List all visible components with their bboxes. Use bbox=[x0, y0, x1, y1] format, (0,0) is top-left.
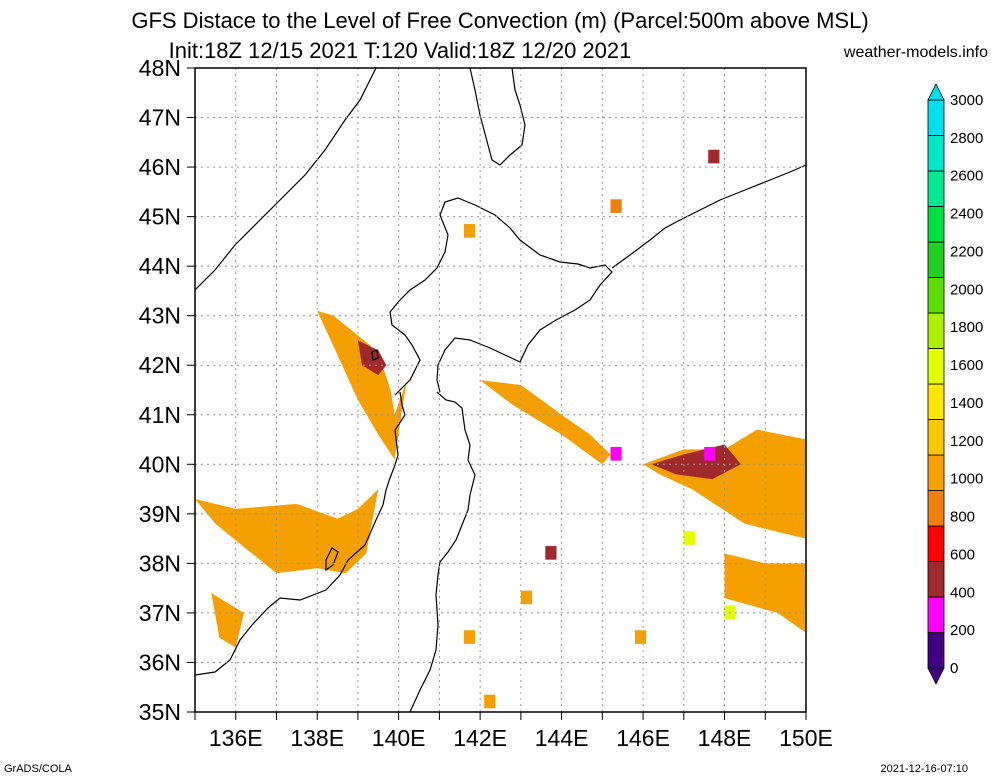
lat-label: 45N bbox=[139, 204, 181, 230]
lat-label: 48N bbox=[139, 55, 181, 81]
coast-hokkaido bbox=[389, 197, 613, 396]
field-patch-tohoku-west bbox=[195, 489, 379, 574]
latitude-labels: 48N 47N 46N 45N 44N 43N 42N 41N 40N 39N 38N 37N 36N 3… bbox=[139, 55, 195, 725]
field-patch-east-south bbox=[724, 553, 806, 633]
coast-japan-pacific bbox=[409, 391, 476, 712]
lat-label: 36N bbox=[139, 649, 181, 675]
coast-asia-mainland bbox=[195, 68, 377, 291]
footer-timestamp: 2021-12-16-07:10 bbox=[880, 763, 968, 775]
lat-label: 38N bbox=[139, 550, 181, 576]
colorbar-label: 600 bbox=[950, 546, 975, 563]
colorbar-segment bbox=[927, 383, 945, 420]
field-cell-37-147 bbox=[724, 605, 736, 620]
colorbar-segment bbox=[927, 348, 945, 385]
coast-kurils bbox=[611, 164, 806, 269]
footer-credit: GrADS/COLA bbox=[4, 763, 72, 775]
lat-label: 44N bbox=[139, 253, 181, 279]
colorbar-label: 1600 bbox=[950, 357, 983, 374]
coastline-layer bbox=[195, 68, 806, 712]
colorbar-label: 800 bbox=[950, 509, 975, 526]
colorbar-segment bbox=[927, 419, 945, 456]
colorbar-segment bbox=[927, 99, 945, 136]
colorbar-label: 200 bbox=[950, 622, 975, 639]
field-cell-36-146 bbox=[634, 630, 647, 644]
lat-label: 39N bbox=[139, 501, 181, 527]
lat-label: 43N bbox=[139, 303, 181, 329]
lon-label: 136E bbox=[209, 725, 263, 751]
field-cell-35-142 bbox=[484, 694, 496, 709]
lon-label: 140E bbox=[372, 725, 426, 751]
lat-label: 37N bbox=[139, 600, 181, 626]
colorbar-label: 1800 bbox=[950, 319, 983, 336]
lat-label: 42N bbox=[139, 352, 181, 378]
field-cell-46-147 bbox=[708, 149, 720, 164]
colorbar-segment bbox=[927, 525, 945, 562]
lon-label: 144E bbox=[535, 725, 589, 751]
colorbar-label: 0 bbox=[950, 660, 958, 677]
field-cell-37-143 bbox=[520, 590, 533, 605]
field-layer bbox=[195, 149, 806, 709]
coast-okushiri-island bbox=[371, 349, 379, 361]
colorbar-segment bbox=[927, 277, 945, 314]
colorbar-segment bbox=[927, 170, 945, 207]
colorbar-segment bbox=[927, 312, 945, 349]
colorbar-segment bbox=[927, 241, 945, 278]
field-cell-38-143 bbox=[545, 546, 557, 560]
colorbar-segment bbox=[927, 632, 945, 669]
lat-label: 47N bbox=[139, 105, 181, 131]
colorbar-bottom-arrow bbox=[927, 667, 945, 685]
colorbar-label: 2400 bbox=[950, 206, 983, 223]
lon-label: 138E bbox=[290, 725, 344, 751]
colorbar-label: 1200 bbox=[950, 433, 983, 450]
field-cell-45-145 bbox=[610, 199, 622, 213]
field-cell-36-141 bbox=[463, 630, 476, 644]
field-patch-sanriku-offshore bbox=[480, 380, 611, 465]
field-cell-38-146 bbox=[683, 531, 696, 545]
colorbar-label: 400 bbox=[950, 584, 975, 601]
site-credit: weather-models.info bbox=[843, 44, 988, 61]
longitude-labels: 136E 138E 140E 142E 144E 146E 148E 150E bbox=[194, 712, 833, 751]
colorbar: 3000280026002400220020001800160014001200… bbox=[927, 83, 983, 685]
colorbar-segment bbox=[927, 135, 945, 172]
colorbar-segment bbox=[927, 454, 945, 491]
map-frame bbox=[194, 67, 807, 713]
colorbar-label: 1400 bbox=[950, 395, 983, 412]
colorbar-segment bbox=[927, 561, 945, 598]
chart-title: GFS Distace to the Level of Free Convect… bbox=[131, 8, 869, 33]
lat-label: 46N bbox=[139, 154, 181, 180]
lon-label: 142E bbox=[453, 725, 507, 751]
field-patch-hokkaido-west-coast bbox=[317, 310, 407, 460]
lon-label: 148E bbox=[698, 725, 752, 751]
coast-sado-island bbox=[325, 547, 339, 572]
field-cell-44-141 bbox=[463, 224, 476, 238]
lat-label: 35N bbox=[139, 699, 181, 725]
chart-subtitle: Init:18Z 12/15 2021 T:120 Valid:18Z 12/2… bbox=[168, 38, 632, 63]
colorbar-label: 2200 bbox=[950, 243, 983, 260]
coast-japan-honshu bbox=[195, 391, 406, 676]
colorbar-label: 1000 bbox=[950, 471, 983, 488]
colorbar-top-arrow bbox=[927, 83, 945, 101]
colorbar-segment bbox=[927, 206, 945, 243]
colorbar-label: 2600 bbox=[950, 168, 983, 185]
lat-label: 41N bbox=[139, 402, 181, 428]
field-cell-40-147 bbox=[704, 446, 716, 461]
lat-label: 40N bbox=[139, 451, 181, 477]
colorbar-label: 3000 bbox=[950, 92, 983, 109]
field-patch-east-offshore-red bbox=[651, 444, 741, 480]
colorbar-label: 2000 bbox=[950, 281, 983, 298]
colorbar-segment bbox=[927, 596, 945, 633]
colorbar-segment bbox=[927, 490, 945, 527]
lon-label: 150E bbox=[779, 725, 833, 751]
coast-sakhalin bbox=[469, 68, 526, 166]
lon-label: 146E bbox=[616, 725, 670, 751]
colorbar-label: 2800 bbox=[950, 130, 983, 147]
field-cell-40-145 bbox=[610, 446, 622, 461]
